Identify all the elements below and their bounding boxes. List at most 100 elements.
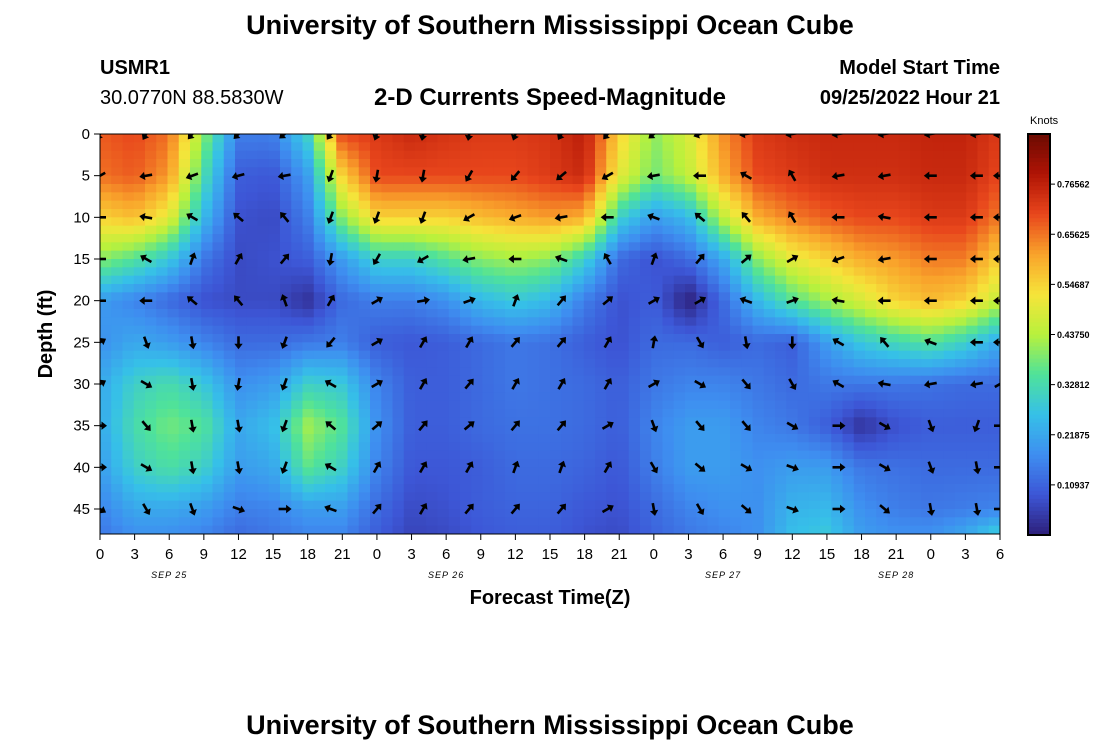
heatmap-cell bbox=[302, 250, 315, 260]
heatmap-cell bbox=[606, 284, 619, 293]
heatmap-cell bbox=[606, 417, 619, 427]
x-tick-label: 3 bbox=[684, 546, 692, 563]
heatmap-cell bbox=[381, 159, 394, 168]
heatmap-cell bbox=[741, 367, 754, 377]
heatmap-cell bbox=[910, 184, 922, 193]
heatmap-cell bbox=[842, 334, 855, 343]
heatmap-cell bbox=[111, 134, 124, 143]
heatmap-cell bbox=[246, 309, 259, 318]
current-arrow bbox=[464, 503, 474, 515]
heatmap-cell bbox=[246, 134, 259, 143]
heatmap-cell bbox=[943, 409, 956, 418]
heatmap-cell bbox=[426, 442, 439, 452]
heatmap-cell bbox=[685, 525, 697, 534]
heatmap-cell bbox=[268, 267, 281, 277]
heatmap-cell bbox=[313, 259, 326, 268]
heatmap-cell bbox=[426, 417, 439, 427]
heatmap-cell bbox=[325, 367, 337, 377]
heatmap-cell bbox=[325, 192, 337, 202]
x-tick-label: 0 bbox=[650, 546, 658, 563]
heatmap-cell bbox=[223, 142, 236, 152]
heatmap-cell bbox=[212, 409, 225, 418]
heatmap-cell bbox=[482, 375, 495, 385]
heatmap-cell bbox=[415, 450, 427, 460]
heatmap-cell bbox=[381, 267, 394, 277]
date-label: SEP 25 bbox=[151, 570, 187, 580]
heatmap-cell bbox=[280, 492, 292, 502]
heatmap-cell bbox=[617, 200, 630, 210]
heatmap-cell bbox=[572, 384, 585, 393]
heatmap-cell bbox=[955, 284, 967, 293]
heatmap-cell bbox=[797, 359, 810, 368]
heatmap-cell bbox=[212, 517, 225, 527]
heatmap-cell bbox=[876, 350, 889, 360]
heatmap-cell bbox=[966, 334, 979, 343]
heatmap-cell bbox=[662, 175, 675, 185]
heatmap-cell bbox=[347, 525, 360, 534]
heatmap-cell bbox=[561, 525, 574, 534]
heatmap-cell bbox=[426, 175, 439, 185]
heatmap-cell bbox=[752, 525, 765, 534]
heatmap-cell bbox=[347, 159, 360, 168]
current-arrow bbox=[969, 213, 983, 222]
current-arrow bbox=[973, 502, 982, 516]
heatmap-cell bbox=[932, 417, 945, 427]
heatmap-cell bbox=[426, 184, 439, 193]
heatmap-cell bbox=[966, 450, 979, 460]
colorbar-segment bbox=[1028, 302, 1050, 308]
heatmap-cell bbox=[718, 300, 731, 310]
heatmap-cell bbox=[921, 425, 934, 435]
heatmap-cell bbox=[932, 292, 945, 302]
heatmap-cell bbox=[167, 284, 180, 293]
heatmap-cell bbox=[493, 425, 506, 435]
heatmap-cell bbox=[257, 217, 270, 227]
heatmap-cell bbox=[583, 259, 596, 268]
heatmap-cell bbox=[673, 442, 686, 452]
x-tick-label: 6 bbox=[996, 546, 1004, 563]
heatmap-cell bbox=[268, 259, 281, 268]
heatmap-cell bbox=[707, 192, 720, 202]
heatmap-cell bbox=[898, 242, 911, 252]
heatmap-cell bbox=[955, 492, 967, 502]
heatmap-cell bbox=[662, 484, 675, 493]
heatmap-cell bbox=[910, 359, 922, 368]
heatmap-cell bbox=[156, 359, 169, 368]
heatmap-cell bbox=[718, 142, 731, 152]
heatmap-cell bbox=[685, 392, 697, 402]
heatmap-cell bbox=[178, 242, 191, 252]
heatmap-cell bbox=[246, 334, 259, 343]
heatmap-cell bbox=[145, 134, 157, 143]
heatmap-cell bbox=[516, 192, 529, 202]
heatmap-cell bbox=[730, 309, 742, 318]
heatmap-cell bbox=[876, 384, 889, 393]
heatmap-cell bbox=[752, 134, 765, 143]
heatmap-cell bbox=[223, 434, 236, 443]
x-tick-label: 21 bbox=[334, 546, 351, 563]
heatmap-cell bbox=[347, 325, 360, 335]
heatmap-cell bbox=[797, 292, 810, 302]
heatmap-cell bbox=[865, 242, 877, 252]
heatmap-cell bbox=[448, 367, 461, 377]
x-tick-label: 9 bbox=[200, 546, 208, 563]
heatmap-cell bbox=[516, 484, 529, 493]
heatmap-cell bbox=[921, 234, 934, 243]
heatmap-cell bbox=[921, 225, 934, 235]
heatmap-cell bbox=[572, 375, 585, 385]
heatmap-cell bbox=[358, 450, 371, 460]
heatmap-cell bbox=[257, 375, 270, 385]
heatmap-cell bbox=[955, 267, 967, 277]
heatmap-cell bbox=[707, 209, 720, 218]
heatmap-cell bbox=[437, 334, 450, 343]
heatmap-cell bbox=[572, 492, 585, 502]
heatmap-cell bbox=[325, 242, 337, 252]
heatmap-cell bbox=[696, 384, 709, 393]
heatmap-cell bbox=[257, 150, 270, 160]
heatmap-cell bbox=[797, 400, 810, 410]
current-arrow bbox=[100, 379, 107, 389]
heatmap-cell bbox=[223, 417, 236, 427]
heatmap-cell bbox=[167, 367, 180, 377]
heatmap-cell bbox=[347, 175, 360, 185]
current-arrow bbox=[280, 377, 289, 391]
colorbar-segment bbox=[1028, 290, 1050, 295]
heatmap-cell bbox=[133, 450, 146, 460]
